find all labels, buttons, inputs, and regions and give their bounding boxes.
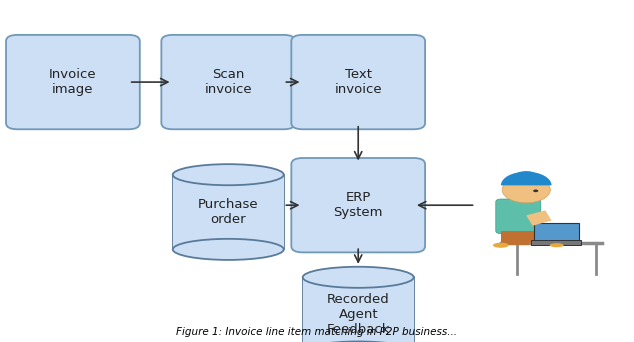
Polygon shape xyxy=(529,231,555,243)
Ellipse shape xyxy=(517,171,535,176)
Polygon shape xyxy=(526,210,552,226)
FancyBboxPatch shape xyxy=(534,223,579,242)
FancyBboxPatch shape xyxy=(291,158,425,252)
Ellipse shape xyxy=(303,341,413,342)
Circle shape xyxy=(502,177,550,203)
Text: Recorded
Agent
Feedback: Recorded Agent Feedback xyxy=(327,293,390,336)
Text: Figure 1: Invoice line item matching in P2P business...: Figure 1: Invoice line item matching in … xyxy=(176,327,458,337)
Text: Purchase
order: Purchase order xyxy=(198,198,259,226)
FancyBboxPatch shape xyxy=(291,35,425,129)
Ellipse shape xyxy=(550,243,564,247)
FancyBboxPatch shape xyxy=(531,240,581,245)
Ellipse shape xyxy=(172,239,283,260)
Text: Text
invoice: Text invoice xyxy=(334,68,382,96)
Ellipse shape xyxy=(303,267,413,288)
Text: ERP
System: ERP System xyxy=(333,191,383,219)
Polygon shape xyxy=(302,277,413,342)
Polygon shape xyxy=(501,231,529,245)
FancyBboxPatch shape xyxy=(161,35,295,129)
Ellipse shape xyxy=(172,164,283,185)
Text: Scan
invoice: Scan invoice xyxy=(204,68,252,96)
Text: Invoice
image: Invoice image xyxy=(49,68,97,96)
FancyBboxPatch shape xyxy=(6,35,139,129)
Ellipse shape xyxy=(493,243,509,248)
Wedge shape xyxy=(501,172,552,185)
FancyBboxPatch shape xyxy=(496,199,541,234)
Circle shape xyxy=(533,189,538,192)
Polygon shape xyxy=(172,175,284,249)
